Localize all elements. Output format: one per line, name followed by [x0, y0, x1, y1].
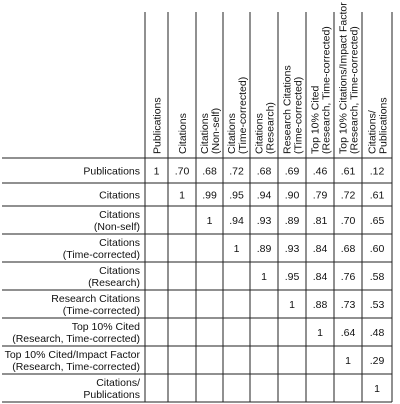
- row-header-label: (Research): [88, 277, 140, 289]
- matrix-cell-value: 1: [261, 271, 267, 283]
- row-header: Citations(Research): [88, 265, 140, 289]
- row-header: Citations(Non-self): [94, 209, 140, 233]
- column-header-label: (Research, Time-corrected): [349, 26, 361, 154]
- column-header-label: (Time-corrected): [237, 77, 249, 154]
- column-header-label: Citations/: [367, 110, 379, 154]
- matrix-cell-value: 1: [345, 355, 351, 367]
- matrix-cell-value: .99: [202, 190, 217, 202]
- row-header-label: Top 10% Cited: [72, 321, 140, 333]
- matrix-cell-value: .95: [285, 271, 300, 283]
- row-header-label: Citations: [99, 237, 140, 249]
- matrix-cell-value: .70: [175, 166, 190, 178]
- column-header-label: (Research, Time-corrected): [321, 26, 333, 154]
- row-header: Citations(Time-corrected): [63, 237, 140, 261]
- matrix-cell-value: .73: [341, 299, 356, 311]
- matrix-cell-value: .68: [341, 243, 356, 255]
- row-header-label: Publications: [83, 389, 140, 401]
- matrix-cell-value: .84: [313, 271, 328, 283]
- matrix-cell-value: .53: [370, 299, 385, 311]
- matrix-cell-value: 1: [179, 190, 185, 202]
- matrix-cell-value: 1: [207, 215, 213, 227]
- matrix-cell-value: .60: [370, 243, 385, 255]
- matrix-cell-value: .12: [370, 166, 385, 178]
- row-header-label: (Time-corrected): [63, 305, 140, 317]
- row-header-label: Research Citations: [51, 293, 140, 305]
- row-header: Research Citations(Time-corrected): [51, 293, 140, 317]
- row-header-label: Citations: [99, 190, 140, 202]
- column-header: Top 10% Citations/Impact Factor (Research…: [338, 2, 361, 154]
- matrix-cell-value: .48: [370, 327, 385, 339]
- matrix-cell-value: .64: [341, 327, 356, 339]
- row-header-label: Citations: [99, 209, 140, 221]
- matrix-cell-value: .72: [229, 166, 244, 178]
- column-header-label: (Research): [265, 102, 277, 154]
- row-header-label: (Non-self): [94, 221, 140, 233]
- column-header-label: Citations: [254, 113, 266, 154]
- column-header-label: (Time-corrected): [293, 77, 305, 154]
- column-header-label: Top 10% Cited: [310, 86, 322, 154]
- row-header-label: Top 10% Cited/Impact Factor: [5, 349, 141, 361]
- column-header: Research Citations (Time-corrected): [282, 65, 305, 154]
- matrix-cell-value: .89: [257, 243, 272, 255]
- matrix-cell-value: 1: [317, 327, 323, 339]
- matrix-cell-value: .72: [341, 190, 356, 202]
- column-header: Citations/Publications: [367, 97, 390, 154]
- matrix-cell-value: 1: [154, 166, 160, 178]
- matrix-cell-value: .81: [313, 215, 328, 227]
- row-header: Citations: [99, 190, 140, 202]
- column-header: Citations (Time-corrected): [226, 77, 249, 154]
- column-header-label: Publications: [378, 97, 390, 154]
- row-header-label: Publications: [83, 166, 140, 178]
- matrix-cell-value: .65: [370, 215, 385, 227]
- matrix-cell-value: .94: [257, 190, 272, 202]
- matrix-cell-value: .46: [313, 166, 328, 178]
- row-header-label: (Time-corrected): [63, 249, 140, 261]
- matrix-cell-value: .93: [257, 215, 272, 227]
- row-header: Citations/Publications: [83, 377, 140, 401]
- matrix-cell-value: 1: [289, 299, 295, 311]
- column-header: Top 10% Cited (Research, Time-corrected): [310, 26, 333, 154]
- row-header: Top 10% Cited(Research, Time-corrected): [12, 321, 140, 345]
- matrix-cell-value: 1: [234, 243, 240, 255]
- column-header: Citations: [177, 113, 189, 154]
- matrix-cell-value: .88: [313, 299, 328, 311]
- column-header-label: Citations: [226, 113, 238, 154]
- column-header-label: Publications: [152, 97, 164, 154]
- matrix-cell-value: .79: [313, 190, 328, 202]
- matrix-cell-value: .90: [285, 190, 300, 202]
- column-header-label: Top 10% Citations/Impact Factor: [338, 2, 350, 154]
- row-header-label: Citations: [99, 265, 140, 277]
- matrix-cell-value: .68: [202, 166, 217, 178]
- matrix-cell-value: .84: [313, 243, 328, 255]
- column-header: Citations (Research): [254, 102, 277, 154]
- column-header-label: Citations: [177, 113, 189, 154]
- matrix-cell-value: .93: [285, 243, 300, 255]
- matrix-cell-value: .29: [370, 355, 385, 367]
- column-header-label: Citations: [199, 113, 211, 154]
- matrix-cell-value: .95: [229, 190, 244, 202]
- matrix-cell-value: .68: [257, 166, 272, 178]
- row-header-label: Citations/: [96, 377, 140, 389]
- matrix-cell-value: .70: [341, 215, 356, 227]
- matrix-cell-value: .58: [370, 271, 385, 283]
- matrix-cell-value: .89: [285, 215, 300, 227]
- row-header: Top 10% Cited/Impact Factor(Research, Ti…: [5, 349, 141, 373]
- matrix-cell-value: .61: [341, 166, 356, 178]
- row-header: Publications: [83, 166, 140, 178]
- matrix-cell-value: .69: [285, 166, 300, 178]
- column-header: Publications: [152, 97, 164, 154]
- row-header-label: (Research, Time-corrected): [12, 361, 140, 373]
- matrix-cell-value: .94: [229, 215, 244, 227]
- row-header-label: (Research, Time-corrected): [12, 333, 140, 345]
- matrix-cell-value: .61: [370, 190, 385, 202]
- matrix-cell-value: .76: [341, 271, 356, 283]
- column-header: Citations (Non-self): [199, 108, 222, 154]
- matrix-cell-value: 1: [374, 383, 380, 395]
- column-header-label: (Non-self): [210, 108, 222, 154]
- column-header-label: Research Citations: [282, 65, 294, 154]
